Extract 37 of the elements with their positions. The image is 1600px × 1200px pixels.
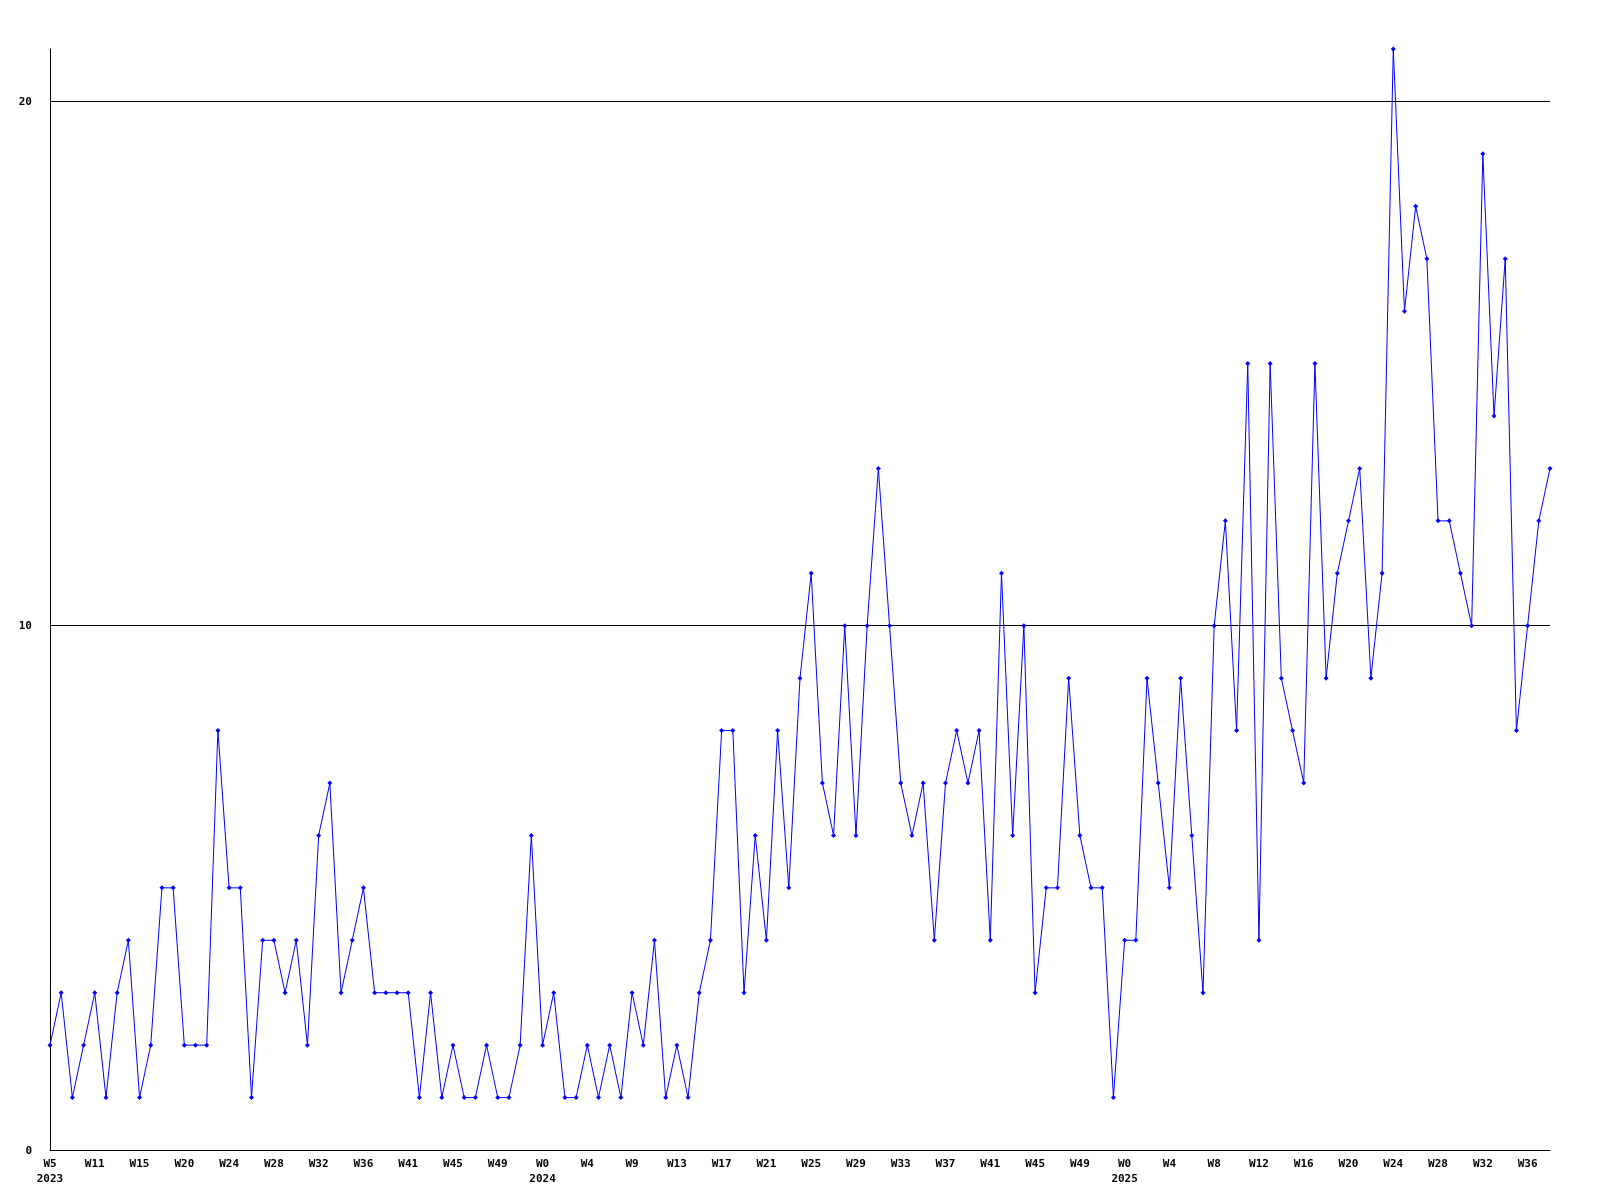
x-tick-label: W49 (1069, 1157, 1090, 1170)
x-tick-label: W4 (580, 1157, 595, 1170)
y-tick-label: 0 (25, 1143, 32, 1157)
x-tick-label: W16 (1293, 1157, 1315, 1170)
x-tick-label: W12 (1249, 1157, 1269, 1170)
x-tick-label: W36 (1517, 1157, 1538, 1170)
x-tick-label: W15 (129, 1157, 150, 1170)
x-tick-label: W20 (1338, 1157, 1359, 1170)
x-tick-label: W33 (890, 1157, 911, 1170)
x-tick-label: W13 (666, 1157, 687, 1170)
x-tick-label: W24 (219, 1157, 240, 1170)
x-tick-label: W4 (1162, 1157, 1177, 1170)
x-tick-label: W32 (308, 1157, 329, 1170)
x-tick-label: W25 (801, 1157, 822, 1170)
x-tick-label: W11 (84, 1157, 106, 1170)
y-tick-label: 10 (18, 619, 32, 633)
x-tick-label: W37 (935, 1157, 956, 1170)
x-tick-label: W5 2023 (36, 1157, 64, 1185)
x-tick-label: W9 (625, 1157, 639, 1170)
x-tick-label: W41 (980, 1157, 1001, 1170)
x-tick-label: W28 (1428, 1157, 1448, 1170)
x-tick-label: W45 (443, 1157, 463, 1170)
x-tick-label: W28 (263, 1157, 284, 1170)
x-tick-label: W45 (1025, 1157, 1046, 1170)
x-tick-label: W24 (1383, 1157, 1404, 1170)
x-tick-label: W29 (846, 1157, 866, 1170)
x-tick-label: W0 2024 (529, 1157, 557, 1185)
x-tick-label: W32 (1472, 1157, 1493, 1170)
x-tick-label: W0 2025 (1111, 1157, 1138, 1185)
x-tick-label: W21 (756, 1157, 777, 1170)
x-tick-label: W41 (398, 1157, 419, 1170)
y-tick-label: 20 (18, 94, 32, 108)
x-tick-label: W8 (1207, 1157, 1221, 1170)
x-tick-label: W36 (353, 1157, 374, 1170)
x-tick-label: W20 (174, 1157, 195, 1170)
x-tick-label: W49 (487, 1157, 508, 1170)
x-tick-label: W17 (711, 1157, 732, 1170)
